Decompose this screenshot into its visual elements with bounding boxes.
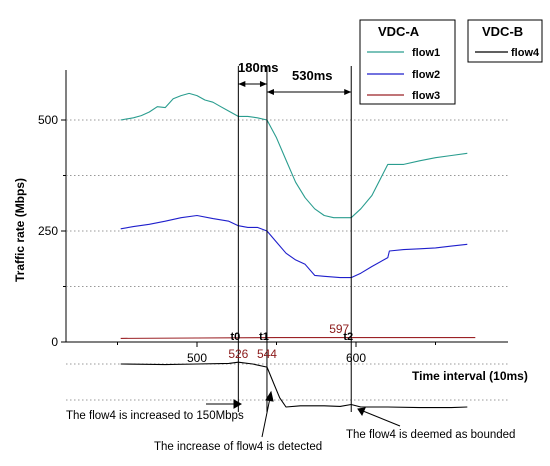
marker-value-526: 526 bbox=[228, 347, 248, 361]
marker-label-t0: t0 bbox=[230, 331, 240, 343]
x-tick-label-500: 500 bbox=[187, 351, 207, 365]
legend-vdc-b-title: VDC-B bbox=[482, 24, 523, 39]
y-tick-label-250: 250 bbox=[38, 224, 58, 238]
marker-value-597: 597 bbox=[329, 322, 349, 336]
series-flow4-line bbox=[120, 361, 468, 409]
legend-flow1-label: flow1 bbox=[412, 47, 440, 59]
marker-label-t2: t2 bbox=[343, 331, 353, 343]
interval-arrow-180ms bbox=[238, 81, 267, 87]
interval-arrow-530ms-head-right bbox=[344, 89, 352, 95]
x-axis-label: Time interval (10ms) bbox=[412, 369, 528, 383]
legend-flow4-label: flow4 bbox=[511, 47, 540, 59]
marker-label-t1: t1 bbox=[259, 331, 269, 343]
series-flow2-line bbox=[120, 214, 468, 279]
interval-arrow-530ms bbox=[266, 89, 352, 95]
x-tick-label-600: 600 bbox=[346, 351, 366, 365]
legend-flow2-label: flow2 bbox=[412, 69, 440, 81]
annotation-flow4-bounded: The flow4 is deemed as bounded bbox=[346, 429, 515, 441]
annotation-arrows bbox=[206, 390, 401, 438]
interval-arrow-180ms-head-left bbox=[238, 81, 246, 87]
y-tick-label-0: 0 bbox=[51, 335, 58, 349]
annotation-increase-detected: The increase of flow4 is detected bbox=[154, 441, 322, 453]
annotation-flow4-increased: The flow4 is increased to 150Mbps bbox=[66, 410, 244, 422]
series-flow1-line bbox=[120, 92, 468, 219]
y-tick-label-500: 500 bbox=[38, 113, 58, 127]
legend-vdc-a: VDC-A flow1 flow2 flow3 bbox=[359, 19, 456, 105]
legend-vdc-a-title: VDC-A bbox=[378, 24, 420, 39]
interval-arrow-530ms-head-left bbox=[266, 89, 274, 95]
marker-value-544: 544 bbox=[257, 347, 277, 361]
series-flow3-line bbox=[120, 337, 476, 339]
interval-label-180ms: 180ms bbox=[238, 60, 278, 75]
y-axis-label: Traffic rate (Mbps) bbox=[13, 178, 27, 282]
legend-vdc-b: VDC-B flow4 bbox=[467, 19, 543, 63]
legend-flow3-label: flow3 bbox=[412, 90, 440, 102]
interval-arrow-180ms-head-right bbox=[259, 81, 267, 87]
interval-label-530ms: 530ms bbox=[292, 68, 332, 83]
